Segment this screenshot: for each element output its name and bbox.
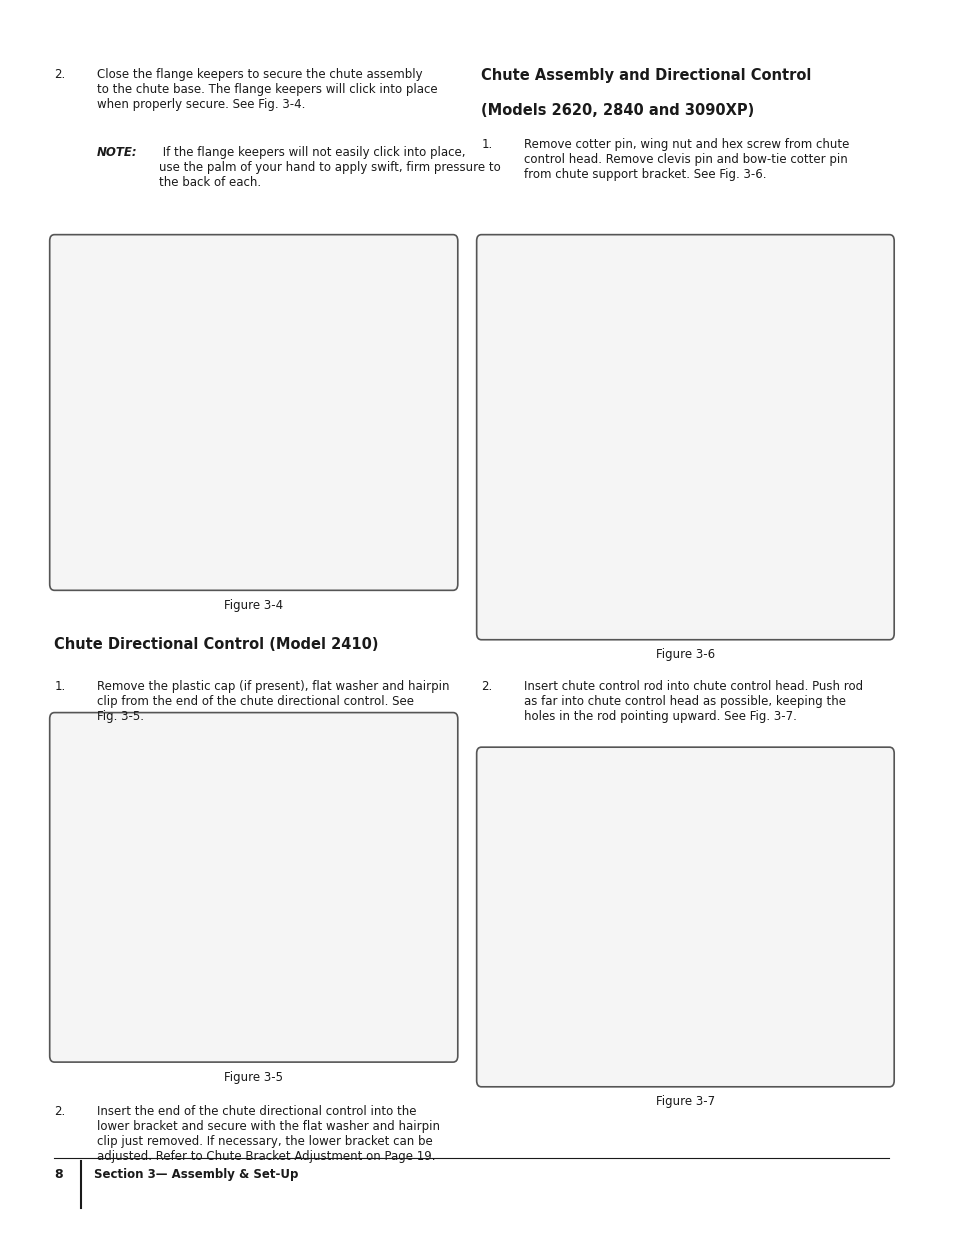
Text: 2.: 2. xyxy=(481,680,492,694)
Text: Chute Assembly and Directional Control: Chute Assembly and Directional Control xyxy=(481,68,811,83)
Text: Close the flange keepers to secure the chute assembly
to the chute base. The fla: Close the flange keepers to secure the c… xyxy=(97,68,437,111)
Text: Figure 3-4: Figure 3-4 xyxy=(224,599,283,613)
FancyBboxPatch shape xyxy=(50,235,457,590)
Text: 1.: 1. xyxy=(481,138,492,152)
FancyBboxPatch shape xyxy=(476,235,893,640)
Text: Figure 3-7: Figure 3-7 xyxy=(655,1095,714,1109)
Text: Chute Directional Control (Model 2410): Chute Directional Control (Model 2410) xyxy=(54,637,378,652)
Text: Remove cotter pin, wing nut and hex screw from chute
control head. Remove clevis: Remove cotter pin, wing nut and hex scre… xyxy=(523,138,848,182)
Text: If the flange keepers will not easily click into place,
use the palm of your han: If the flange keepers will not easily cl… xyxy=(159,146,500,189)
Text: Figure 3-6: Figure 3-6 xyxy=(655,648,714,662)
Text: Remove the plastic cap (if present), flat washer and hairpin
clip from the end o: Remove the plastic cap (if present), fla… xyxy=(97,680,449,724)
Text: 2.: 2. xyxy=(54,68,66,82)
FancyBboxPatch shape xyxy=(476,747,893,1087)
Text: 8: 8 xyxy=(54,1168,63,1182)
Text: 2.: 2. xyxy=(54,1105,66,1119)
Text: (Models 2620, 2840 and 3090XP): (Models 2620, 2840 and 3090XP) xyxy=(481,103,754,117)
Text: 1.: 1. xyxy=(54,680,66,694)
FancyBboxPatch shape xyxy=(50,713,457,1062)
Text: Insert chute control rod into chute control head. Push rod
as far into chute con: Insert chute control rod into chute cont… xyxy=(523,680,862,724)
Text: Insert the end of the chute directional control into the
lower bracket and secur: Insert the end of the chute directional … xyxy=(97,1105,439,1163)
Text: Section 3— Assembly & Set-Up: Section 3— Assembly & Set-Up xyxy=(94,1168,298,1182)
Text: Figure 3-5: Figure 3-5 xyxy=(224,1071,283,1084)
Text: NOTE:: NOTE: xyxy=(97,146,137,159)
